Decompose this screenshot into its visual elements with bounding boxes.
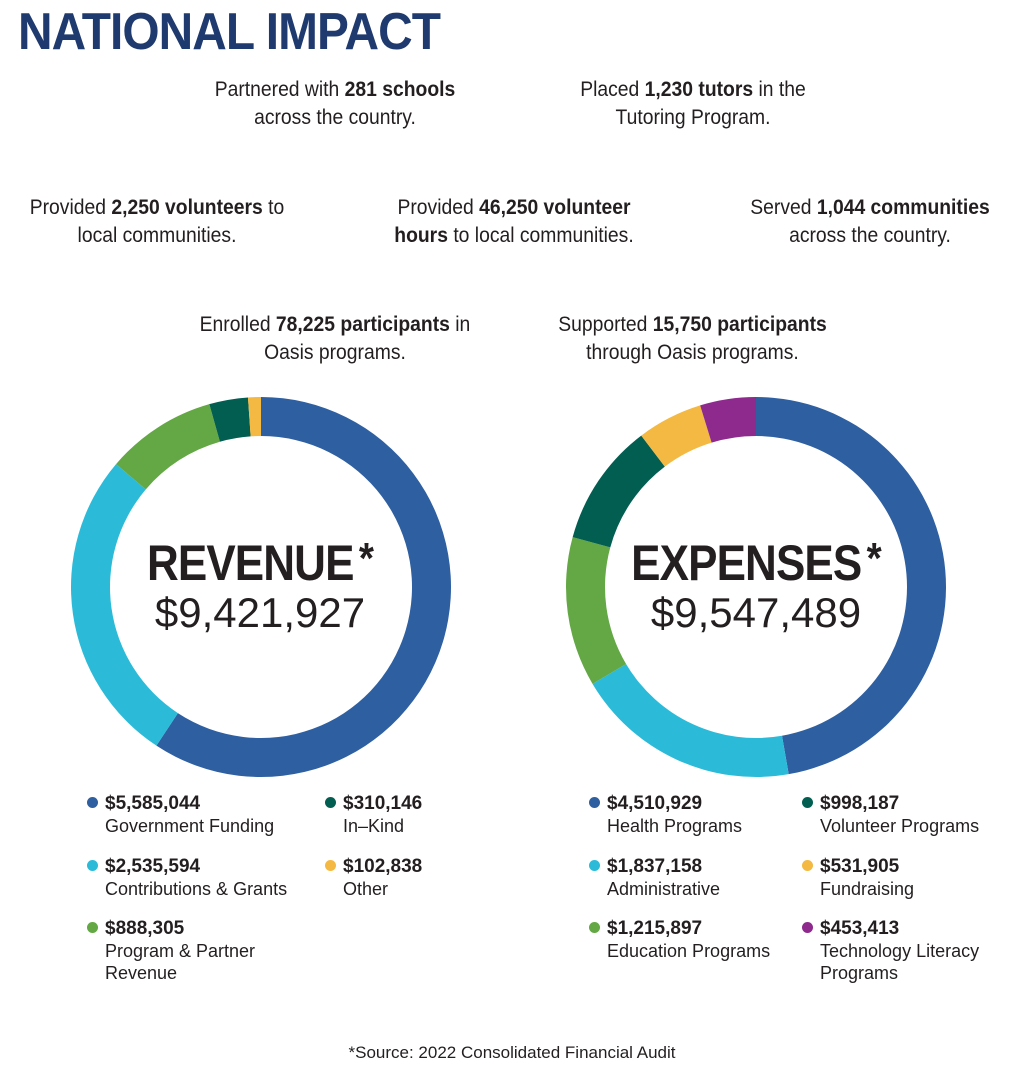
stat-pre: Provided — [29, 196, 112, 219]
donut-slice-0 — [156, 397, 452, 777]
donut-slice-1 — [592, 663, 789, 777]
legend-item: $310,146 In–Kind — [325, 793, 533, 837]
revenue-asterisk: * — [358, 534, 374, 583]
legend-dot — [802, 860, 813, 871]
legend-label: Education Programs — [607, 941, 771, 961]
revenue-donut-chart — [70, 397, 452, 777]
stat-pre: Provided — [397, 196, 480, 219]
legend-amount: $888,305 — [105, 918, 185, 939]
legend-amount: $1,837,158 — [607, 856, 703, 877]
donut-slice-4 — [247, 397, 261, 437]
legend-amount: $102,838 — [343, 856, 423, 877]
expenses-title-text: EXPENSES — [631, 535, 862, 591]
stat-volunteer-hours: Provided 46,250 volunteer hours to local… — [374, 194, 654, 250]
stat-schools: Partnered with 281 schools across the co… — [188, 76, 482, 132]
legend-item: $888,305 Program & Partner Revenue — [87, 918, 265, 984]
legend-amount: $2,535,594 — [105, 856, 201, 877]
legend-item: $453,413 Technology Literacy Programs — [802, 918, 1005, 984]
legend-item: $4,510,929 Health Programs — [589, 793, 797, 837]
legend-label: Health Programs — [607, 816, 743, 836]
legend-item: $998,187 Volunteer Programs — [802, 793, 1010, 837]
legend-amount: $453,413 — [820, 918, 900, 939]
stat-bold: 46,250 volunteer hours — [394, 196, 631, 247]
legend-label: In–Kind — [343, 816, 405, 836]
legend-item: $1,837,158 Administrative — [589, 856, 797, 900]
revenue-center-label: REVENUE * $9,421,927 — [100, 534, 420, 636]
stat-pre: Supported — [558, 313, 653, 336]
expenses-center-label: EXPENSES * $9,547,489 — [596, 534, 916, 636]
source-footnote: *Source: 2022 Consolidated Financial Aud… — [348, 1043, 676, 1062]
stat-post: in Oasis programs. — [264, 313, 471, 364]
legend-dot — [589, 797, 600, 808]
legend-amount: $5,585,044 — [105, 793, 201, 814]
stat-bold: 1,230 tutors — [644, 78, 754, 101]
donut-slice-2 — [566, 537, 627, 684]
stat-bold: 2,250 volunteers — [111, 196, 263, 219]
donut-slice-3 — [209, 397, 251, 442]
expenses-asterisk: * — [866, 534, 882, 583]
revenue-title-text: REVENUE — [146, 535, 354, 591]
legend-label: Volunteer Programs — [820, 816, 980, 836]
stat-bold: 15,750 participants — [652, 313, 827, 336]
legend-label: Contributions & Grants — [105, 879, 288, 899]
legend-item: $2,535,594 Contributions & Grants — [87, 856, 295, 900]
legend-label: Administrative — [607, 879, 721, 899]
legend-dot — [325, 860, 336, 871]
stat-bold: 78,225 participants — [275, 313, 450, 336]
stat-post: to local communities. — [77, 196, 285, 247]
expenses-total: $9,547,489 — [650, 589, 862, 636]
legend-amount: $1,215,897 — [607, 918, 703, 939]
legend-dot — [325, 797, 336, 808]
revenue-title: REVENUE * — [119, 534, 401, 591]
stat-bold: 281 schools — [344, 78, 456, 101]
legend-amount: $531,905 — [820, 856, 900, 877]
stat-pre: Enrolled — [199, 313, 276, 336]
legend-item: $5,585,044 Government Funding — [87, 793, 295, 837]
stat-tutors: Placed 1,230 tutors in the Tutoring Prog… — [560, 76, 827, 132]
legend-label: Fundraising — [820, 879, 915, 899]
legend-item: $531,905 Fundraising — [802, 856, 1010, 900]
expenses-title: EXPENSES * — [615, 534, 897, 591]
legend-dot — [87, 922, 98, 933]
stat-volunteers: Provided 2,250 volunteers to local commu… — [13, 194, 302, 250]
revenue-total: $9,421,927 — [154, 589, 366, 636]
legend-dot — [589, 922, 600, 933]
legend-dot — [87, 797, 98, 808]
legend-dot — [87, 860, 98, 871]
stat-post: in the Tutoring Program. — [615, 78, 806, 129]
legend-amount: $4,510,929 — [607, 793, 703, 814]
stat-communities: Served 1,044 communities across the coun… — [728, 194, 1011, 250]
stat-pre: Served — [750, 196, 817, 219]
legend-amount: $998,187 — [820, 793, 900, 814]
legend-label: Technology Literacy Programs — [820, 941, 980, 983]
stat-enrolled: Enrolled 78,225 participants in Oasis pr… — [183, 311, 487, 367]
stat-supported: Supported 15,750 participants through Oa… — [534, 311, 851, 367]
page-title: NATIONAL IMPACT — [18, 3, 441, 61]
legend-label: Government Funding — [105, 816, 275, 836]
donut-slice-3 — [572, 435, 665, 548]
legend-dot — [589, 860, 600, 871]
donut-slice-2 — [116, 404, 220, 490]
legend-dot — [802, 922, 813, 933]
donut-slice-5 — [700, 397, 756, 443]
legend-label: Other — [343, 879, 389, 899]
legend-label: Program & Partner Revenue — [105, 941, 256, 983]
donut-slice-4 — [641, 405, 712, 467]
expenses-donut-chart — [566, 397, 947, 777]
donut-slice-1 — [70, 464, 178, 746]
stat-post: across the country. — [789, 224, 951, 247]
stat-post: across the country. — [254, 106, 416, 129]
legend-item: $1,215,897 Education Programs — [589, 918, 797, 962]
stat-post: to local communities. — [447, 224, 634, 247]
legend-dot — [802, 797, 813, 808]
legend-amount: $310,146 — [343, 793, 423, 814]
stat-post: through Oasis programs. — [586, 341, 799, 364]
stat-pre: Partnered with — [214, 78, 345, 101]
stat-bold: 1,044 communities — [816, 196, 990, 219]
legend-item: $102,838 Other — [325, 856, 533, 900]
donut-slice-0 — [756, 397, 947, 775]
stat-pre: Placed — [580, 78, 645, 101]
